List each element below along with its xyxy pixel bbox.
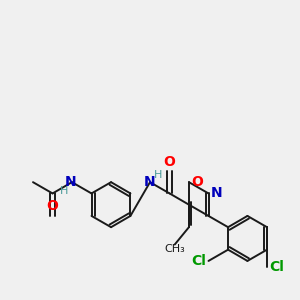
Text: H: H bbox=[60, 186, 68, 196]
Text: Cl: Cl bbox=[192, 254, 206, 268]
Text: H: H bbox=[154, 170, 162, 180]
Text: O: O bbox=[46, 199, 58, 213]
Text: CH₃: CH₃ bbox=[164, 244, 185, 254]
Text: O: O bbox=[191, 175, 203, 189]
Text: N: N bbox=[211, 186, 222, 200]
Text: Cl: Cl bbox=[269, 260, 284, 274]
Text: N: N bbox=[65, 175, 77, 189]
Text: N: N bbox=[144, 175, 156, 189]
Text: O: O bbox=[164, 155, 175, 169]
